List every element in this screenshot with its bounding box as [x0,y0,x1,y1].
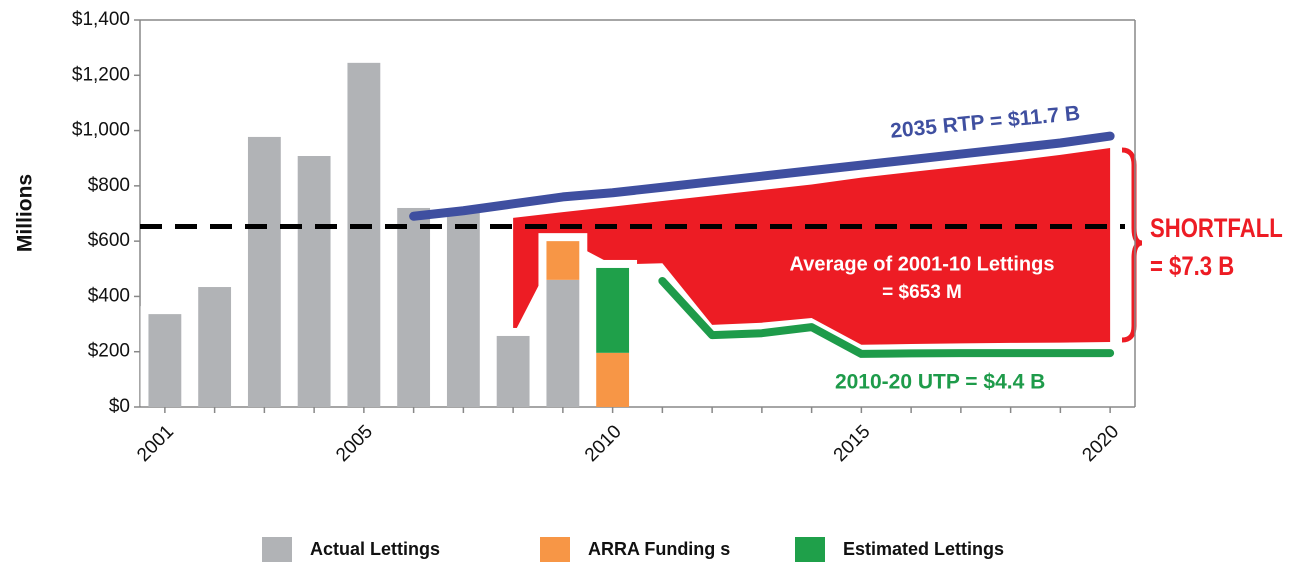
bar [546,241,580,280]
bar [347,62,381,407]
bar [247,136,281,407]
y-tick-label: $200 [88,341,130,362]
legend-label: ARRA Funding s [588,539,730,559]
legend-swatch [262,537,292,562]
line-label: 2035 RTP = $11.7 B [889,102,1081,143]
bar [397,207,431,407]
shortfall-value: = $7.3 B [1150,252,1234,282]
legend-label: Actual Lettings [310,539,440,559]
x-tick-label: 2010 [581,421,626,466]
legend-swatch [540,537,570,562]
line [409,131,1115,221]
bar [446,212,480,407]
y-tick-label: $600 [88,230,130,251]
legend-label: Estimated Lettings [843,539,1004,559]
y-tick-label: $0 [109,396,130,417]
y-tick-label: $400 [88,285,130,306]
y-tick-label: $800 [88,175,130,196]
x-tick-label: 2015 [830,421,875,466]
bar [297,156,331,407]
average-label: Average of 2001-10 Lettings [790,253,1055,275]
bar [596,267,630,353]
line [658,276,1115,358]
x-tick-label: 2001 [133,421,178,466]
bar [198,287,232,407]
x-tick-label: 2005 [332,421,377,466]
y-tick-label: $1,200 [72,64,130,85]
y-tick-label: $1,400 [72,9,130,30]
legend-swatch [795,537,825,562]
average-label: = $653 M [882,282,962,303]
bar [496,335,530,407]
y-tick-label: $1,000 [72,120,130,141]
brace [1121,147,1143,343]
x-tick-label: 2020 [1078,421,1123,466]
y-axis-label: Millions [14,174,37,252]
shortfall-label: SHORTFALL [1150,214,1283,244]
line-label: 2010-20 UTP = $4.4 B [835,371,1045,394]
bar [148,314,182,407]
bar [546,279,580,407]
shortfall-area [513,147,1111,345]
bar [596,352,630,407]
